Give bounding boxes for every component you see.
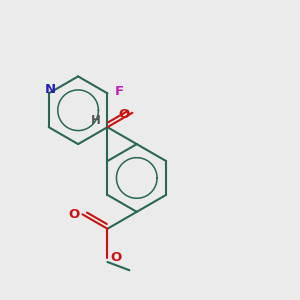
Text: O: O	[111, 251, 122, 264]
Text: N: N	[45, 83, 56, 96]
Text: O: O	[69, 208, 80, 221]
Text: F: F	[115, 85, 124, 98]
Text: O: O	[118, 108, 130, 121]
Text: H: H	[91, 114, 101, 127]
